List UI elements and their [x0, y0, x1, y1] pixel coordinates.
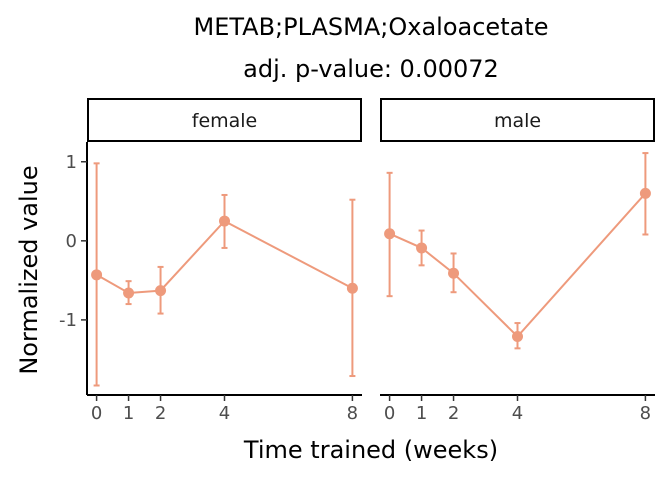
x-tick-label: 4: [512, 403, 523, 424]
data-point: [346, 282, 358, 294]
x-tick-label: 2: [155, 403, 166, 424]
x-tick-label: 1: [416, 403, 427, 424]
y-tick-label: -1: [59, 310, 77, 331]
x-tick-label: 0: [91, 403, 102, 424]
strip-label: female: [192, 110, 258, 132]
chart-subtitle: adj. p-value: 0.00072: [243, 55, 499, 83]
x-tick-label: 8: [347, 403, 358, 424]
x-axis-title: Time trained (weeks): [243, 436, 498, 464]
strip-box: [380, 98, 655, 142]
data-point: [448, 267, 460, 279]
data-point: [416, 242, 428, 254]
series-line: [389, 192, 647, 338]
chart-title: METAB;PLASMA;Oxaloacetate: [193, 13, 548, 41]
y-tick-label: 0: [66, 231, 77, 252]
data-point: [639, 187, 651, 199]
x-tick-label: 2: [448, 403, 459, 424]
data-point: [123, 287, 135, 299]
data-point: [512, 330, 523, 342]
x-tick-label: 8: [640, 403, 651, 424]
x-tick-label: 0: [384, 403, 395, 424]
data-point: [384, 228, 396, 240]
strip-box: [87, 98, 362, 142]
panel-male: male 0 1 2 4 8: [380, 98, 655, 424]
strip-label: male: [494, 110, 541, 132]
y-tick-label: 1: [66, 152, 77, 173]
data-point: [91, 269, 103, 281]
x-tick-label: 1: [123, 403, 134, 424]
y-axis-title: Normalized value: [15, 165, 43, 374]
data-point: [155, 285, 167, 297]
data-point: [219, 215, 230, 227]
x-tick-label: 4: [219, 403, 230, 424]
